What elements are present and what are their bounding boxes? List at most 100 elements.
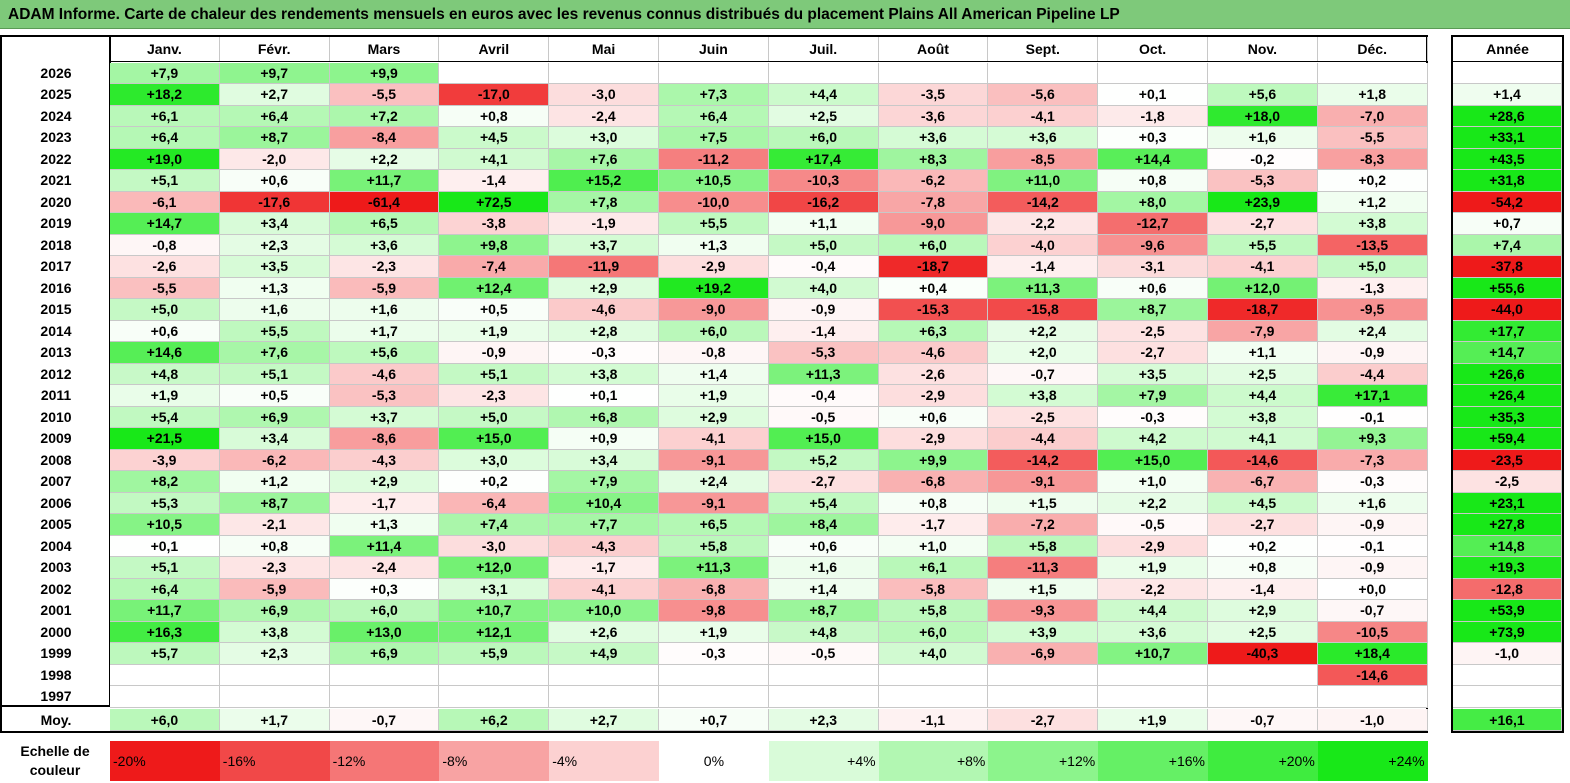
heatmap-cell	[1317, 62, 1428, 84]
heatmap-cell: +4,5	[439, 127, 550, 149]
heatmap-cell: +10,4	[549, 492, 659, 514]
heatmap-cell: +3,4	[549, 449, 659, 471]
heatmap-cell: +3,0	[549, 127, 659, 149]
heatmap-cell: +0,1	[549, 385, 659, 407]
heatmap-cell: -2,2	[988, 213, 1099, 235]
heatmap-cell: -1,3	[1317, 277, 1428, 299]
heatmap-cell: -3,0	[439, 535, 550, 557]
heatmap-cell: +4,4	[1208, 385, 1318, 407]
year-label: 2010	[40, 408, 72, 425]
heatmap-cell: +4,4	[1098, 600, 1208, 622]
month-header: Févr.	[220, 37, 330, 61]
heatmap-cell: +5,6	[329, 342, 440, 364]
heatmap-cell: +3,8	[219, 621, 330, 643]
heatmap-cell: +2,2	[988, 320, 1099, 342]
year-label: 2018	[40, 236, 72, 253]
heatmap-cell: +7,3	[659, 84, 769, 106]
heatmap-cell: +5,0	[439, 406, 550, 428]
heatmap-cell: -4,4	[1317, 363, 1428, 385]
heatmap-cell: -11,9	[549, 256, 659, 278]
heatmap-cell: +1,4	[768, 578, 879, 600]
heatmap-cell: -6,8	[878, 471, 989, 493]
heatmap-cell: -18,7	[1208, 299, 1318, 321]
heatmap-cell: -7,0	[1317, 105, 1428, 127]
annual-cell: -37,8	[1453, 256, 1562, 278]
heatmap-cell: -0,3	[659, 643, 769, 665]
annual-cell: +59,4	[1453, 428, 1562, 450]
annual-cell: +1,4	[1453, 84, 1562, 106]
color-scale-swatch: -8%	[439, 741, 550, 781]
heatmap-cell: -2,9	[878, 385, 989, 407]
heatmap-cell: -0,1	[1317, 406, 1428, 428]
heatmap-cell: +6,3	[878, 320, 989, 342]
annual-cell: +31,8	[1453, 170, 1562, 192]
heatmap-cell: +6,1	[110, 105, 220, 127]
heatmap-cell	[1098, 62, 1208, 84]
heatmap-cell: -1,4	[988, 256, 1099, 278]
heatmap-cell: -7,4	[439, 256, 550, 278]
month-header: Mars	[330, 37, 440, 61]
heatmap-cell: +0,9	[549, 428, 659, 450]
heatmap-cell: -2,7	[1208, 213, 1318, 235]
heatmap-cell: +6,0	[329, 600, 440, 622]
heatmap-cell: -1,4	[768, 320, 879, 342]
heatmap-cell: +3,6	[988, 127, 1099, 149]
month-header: Juin	[659, 37, 769, 61]
year-label: 2014	[40, 322, 72, 339]
heatmap-cell: +5,1	[110, 557, 220, 579]
heatmap-cell: +1,6	[219, 299, 330, 321]
annual-cell: +0,7	[1453, 213, 1562, 235]
heatmap-cell: -14,6	[1208, 449, 1318, 471]
heatmap-cell: +6,5	[659, 514, 769, 536]
year-label: 2009	[40, 430, 72, 446]
heatmap-cell: -4,6	[878, 342, 989, 364]
annual-cell: +17,7	[1453, 320, 1562, 342]
heatmap-cell: +1,0	[1098, 471, 1208, 493]
heatmap-cell: +5,1	[110, 170, 220, 192]
heatmap-cell	[549, 686, 659, 708]
heatmap-cell: -1,7	[549, 557, 659, 579]
heatmap-cell: -2,1	[219, 514, 330, 536]
heatmap-cell: -4,3	[329, 449, 440, 471]
heatmap-cell: -6,1	[110, 191, 220, 213]
heatmap-cell	[988, 686, 1099, 708]
heatmap-cell: +0,3	[1098, 127, 1208, 149]
average-cell: -0,7	[1208, 708, 1318, 731]
color-scale-swatch: +24%	[1317, 741, 1428, 781]
heatmap-cell: -10,5	[1317, 621, 1428, 643]
average-cell: -0,7	[329, 708, 440, 731]
heatmap-cell	[988, 62, 1099, 84]
average-cell: +2,3	[768, 708, 879, 731]
heatmap-cell: +0,8	[1098, 170, 1208, 192]
heatmap-cell: +8,4	[768, 514, 879, 536]
heatmap-cell: +3,6	[1098, 621, 1208, 643]
year-label: 1997	[40, 688, 72, 704]
heatmap-cell: +18,2	[110, 84, 220, 106]
heatmap-cell: +6,0	[878, 621, 989, 643]
heatmap-cell: -0,3	[549, 342, 659, 364]
month-header: Mai	[549, 37, 659, 61]
heatmap-cell: -2,9	[659, 256, 769, 278]
heatmap-cell: -0,9	[1317, 514, 1428, 536]
heatmap-cell: +2,9	[659, 406, 769, 428]
year-label: 2001	[40, 602, 72, 618]
annual-cell: -54,2	[1453, 191, 1562, 213]
heatmap-cell: +15,0	[1098, 449, 1208, 471]
heatmap-cell: +7,9	[110, 62, 220, 84]
heatmap-cell: +4,8	[768, 621, 879, 643]
color-scale-swatch: -16%	[219, 741, 330, 781]
heatmap-cell: -0,9	[768, 299, 879, 321]
heatmap-cell: -0,3	[1098, 406, 1208, 428]
year-label: 2008	[40, 451, 72, 468]
heatmap-cell: +3,8	[988, 385, 1099, 407]
header-divider	[110, 61, 1428, 62]
year-label: 2022	[40, 150, 72, 167]
heatmap-cell	[659, 664, 769, 686]
heatmap-cell: -4,1	[549, 578, 659, 600]
heatmap-cell: +3,6	[878, 127, 989, 149]
annual-cell: +14,7	[1453, 342, 1562, 364]
heatmap-cell: -6,9	[988, 643, 1099, 665]
heatmap-cell: -6,7	[1208, 471, 1318, 493]
average-cell: +0,7	[659, 708, 769, 731]
heatmap-cell	[439, 686, 550, 708]
